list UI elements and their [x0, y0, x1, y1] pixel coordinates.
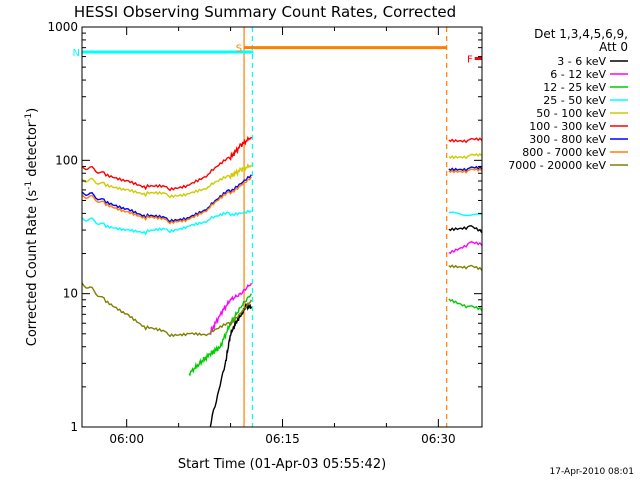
series-line: [82, 282, 253, 338]
series-line: [82, 209, 252, 236]
y-tick-label: 100: [55, 153, 78, 167]
y-axis-label: Corrected Count Rate (s-1 detector-1): [24, 108, 40, 346]
plot-frame: [81, 26, 483, 428]
legend-label: 7000 - 20000 keV: [508, 159, 606, 172]
legend-header-line-1: Det 1,3,4,5,6,9,: [534, 27, 628, 41]
series-segment: [448, 241, 482, 255]
flag-label: F: [467, 55, 473, 66]
legend-label: 300 - 800 keV: [529, 133, 606, 146]
legend-label: 800 - 7000 keV: [522, 146, 606, 159]
y-tick-label: 1000: [47, 20, 78, 34]
series-line: [188, 293, 253, 377]
series-segment: [448, 264, 482, 272]
legend-header-line-2: Att 0: [599, 40, 628, 54]
y-axis-label-sup1: -1: [24, 181, 34, 190]
legend-label: 100 - 300 keV: [529, 120, 606, 133]
legend-label: 6 - 12 keV: [550, 68, 606, 81]
flag-label: S: [236, 44, 242, 55]
series-line: [209, 282, 253, 336]
y-axis-label-sup2: -1: [24, 113, 34, 122]
y-axis-label-end: ): [25, 108, 40, 113]
y-axis: 1 10 100 1000: [47, 20, 482, 434]
chart-title: HESSI Observing Summary Count Rates, Cor…: [74, 3, 456, 21]
legend-label: 3 - 6 keV: [557, 55, 606, 68]
x-axis: 06:00 06:15 06:30: [109, 27, 456, 446]
legend-label: 50 - 100 keV: [536, 107, 606, 120]
series-line: [82, 176, 252, 225]
series-segment: [448, 211, 482, 217]
y-axis-label-main: Corrected Count Rate (s: [25, 190, 40, 347]
legend-label: 12 - 25 keV: [543, 81, 606, 94]
series-segment: [448, 165, 482, 172]
series-segment: [448, 225, 482, 234]
x-axis-label: Start Time (01-Apr-03 05:55:42): [178, 457, 386, 472]
series-line: [82, 174, 252, 223]
series-line: [82, 162, 253, 199]
footer-date: 17-Apr-2010 08:01: [550, 467, 634, 477]
legend-label: 25 - 50 keV: [543, 94, 606, 107]
y-axis-label-mid: detector: [25, 121, 40, 181]
x-tick-label: 06:30: [421, 432, 456, 446]
series-line: [82, 135, 253, 192]
series-segment: [448, 298, 482, 312]
series-segment: [448, 167, 482, 174]
x-tick-label: 06:15: [265, 432, 300, 446]
plot-area: SNNF: [73, 27, 482, 427]
y-tick-label: 1: [70, 420, 78, 434]
flag-label: N: [73, 48, 80, 59]
y-tick-label: 10: [63, 287, 78, 301]
plot-series-group: [82, 27, 482, 427]
x-tick-label: 06:00: [109, 432, 144, 446]
